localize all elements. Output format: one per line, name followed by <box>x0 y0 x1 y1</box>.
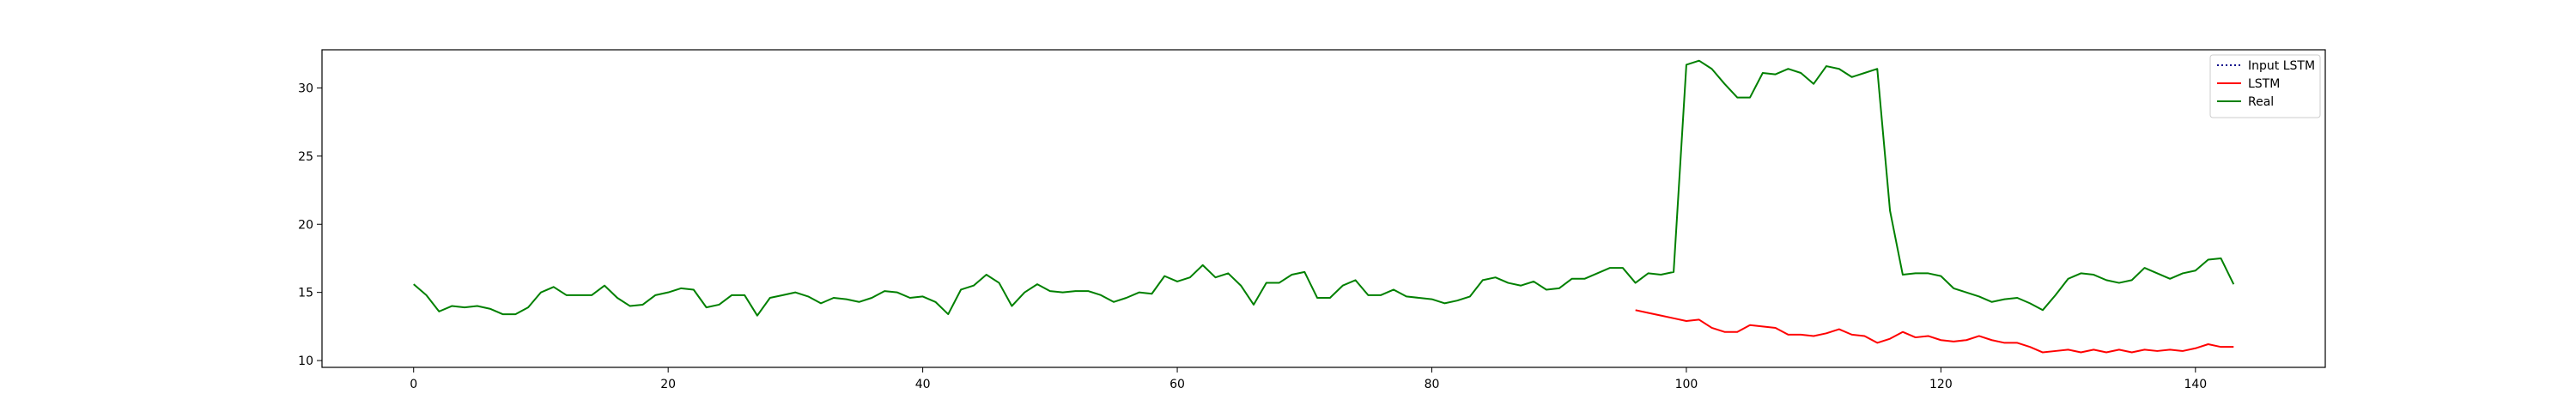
x-tick-label: 100 <box>1675 378 1698 391</box>
y-tick-label: 15 <box>298 287 313 300</box>
y-tick-label: 30 <box>298 82 313 95</box>
y-axis: 10 15 20 25 30 <box>298 82 322 368</box>
x-tick-label: 80 <box>1425 378 1440 391</box>
y-tick-label: 20 <box>298 218 313 232</box>
series-layer <box>413 59 2235 354</box>
y-tick-label: 25 <box>298 150 313 164</box>
x-tick-label: 60 <box>1170 378 1185 391</box>
plot-frame <box>321 49 2326 368</box>
x-axis: 0 20 40 60 80 100 120 140 <box>410 367 2207 391</box>
x-tick-label: 0 <box>410 378 417 391</box>
legend-label-real: Real <box>2248 95 2274 109</box>
legend-label-lstm: LSTM <box>2248 77 2280 91</box>
x-tick-label: 40 <box>915 378 931 391</box>
series-line-real <box>413 59 2235 317</box>
series-line-lstm <box>1635 309 2234 354</box>
legend-label-input-lstm: Input LSTM <box>2248 59 2315 73</box>
x-tick-label: 120 <box>1929 378 1953 391</box>
x-tick-label: 140 <box>2184 378 2207 391</box>
y-tick-label: 10 <box>298 354 313 368</box>
legend: Input LSTM LSTM Real <box>2209 54 2321 118</box>
x-tick-label: 20 <box>660 378 676 391</box>
